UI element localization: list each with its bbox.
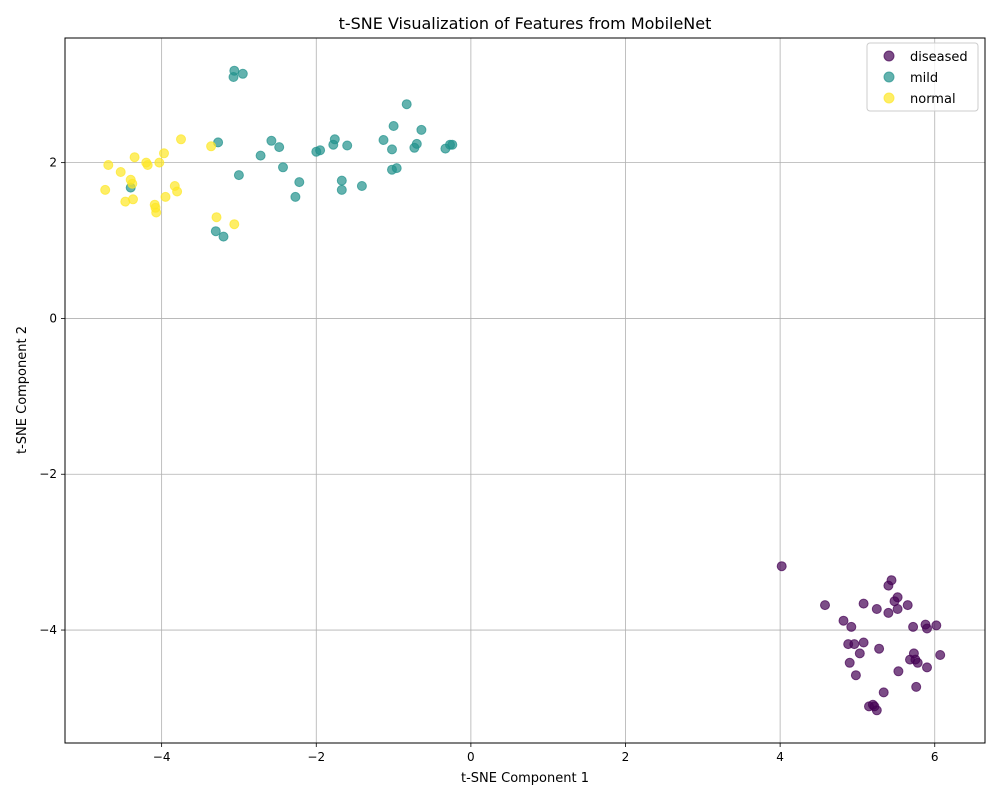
data-point-diseased <box>886 575 897 586</box>
data-point-normal <box>172 186 183 197</box>
data-point-mild <box>255 150 266 161</box>
data-point-diseased <box>820 600 830 611</box>
x-tick-label: 0 <box>467 750 475 764</box>
data-point-diseased <box>911 681 922 692</box>
data-point-diseased <box>776 561 787 572</box>
data-point-mild <box>278 162 288 173</box>
data-point-mild <box>447 139 458 150</box>
data-point-diseased <box>892 604 903 614</box>
legend-label-mild: mild <box>910 71 938 86</box>
axis-ticks: −4 −2 0 2 4 6 2 0 −2 −4 <box>39 156 938 764</box>
data-point-mild <box>233 170 244 181</box>
data-point-mild <box>315 145 326 156</box>
data-point-normal <box>211 212 222 223</box>
x-tick-label: 4 <box>776 750 784 764</box>
y-tick-label: −2 <box>39 467 57 481</box>
data-point-diseased <box>922 662 932 673</box>
data-point-normal <box>176 134 186 145</box>
data-point-mild <box>294 177 305 188</box>
data-point-normal <box>128 194 138 205</box>
y-axis-label: t-SNE Component 2 <box>15 326 30 454</box>
data-point-mild <box>356 181 367 191</box>
data-point-diseased <box>844 657 855 668</box>
data-point-normal <box>115 167 126 177</box>
data-point-diseased <box>922 623 932 634</box>
data-point-normal <box>159 148 169 159</box>
legend-box <box>866 42 979 112</box>
data-point-mild <box>336 184 347 195</box>
data-point-normal <box>129 152 140 163</box>
x-tick-label: 6 <box>931 750 939 764</box>
legend: diseased mild normal <box>866 42 979 112</box>
data-point-diseased <box>846 621 857 632</box>
data-point-diseased <box>931 620 942 631</box>
data-point-diseased <box>858 637 869 648</box>
data-points <box>100 65 946 716</box>
data-point-mild <box>387 144 397 155</box>
data-point-normal <box>142 160 153 170</box>
data-point-diseased <box>893 666 904 677</box>
data-point-mild <box>218 231 229 242</box>
data-point-normal <box>151 207 162 218</box>
data-point-normal <box>100 184 111 195</box>
data-point-diseased <box>902 600 913 611</box>
data-point-normal <box>229 219 240 230</box>
data-point-normal <box>160 191 171 202</box>
data-point-diseased <box>892 592 903 603</box>
x-tick-label: 2 <box>622 750 630 764</box>
data-point-diseased <box>878 687 889 698</box>
grid-lines <box>65 38 985 743</box>
data-point-mild <box>401 99 412 110</box>
data-point-diseased <box>912 657 923 668</box>
data-point-diseased <box>849 639 860 650</box>
data-point-diseased <box>838 615 849 626</box>
legend-label-diseased: diseased <box>910 50 968 65</box>
data-point-diseased <box>850 670 861 681</box>
y-tick-label: 2 <box>49 156 57 170</box>
data-point-mild <box>237 68 248 79</box>
data-point-mild <box>266 135 277 146</box>
data-point-diseased <box>871 705 882 716</box>
data-point-mild <box>378 135 389 145</box>
x-tick-label: −2 <box>307 750 325 764</box>
data-point-normal <box>206 141 217 152</box>
data-point-mild <box>290 191 301 202</box>
data-point-mild <box>342 140 353 151</box>
data-point-mild <box>336 175 347 186</box>
legend-label-normal: normal <box>910 92 956 107</box>
data-point-diseased <box>871 604 882 614</box>
plot-frame <box>64 37 986 744</box>
data-point-mild <box>416 124 427 135</box>
data-point-mild <box>329 134 340 145</box>
data-point-diseased <box>854 648 865 659</box>
data-point-mild <box>228 72 239 82</box>
x-axis-label: t-SNE Component 1 <box>461 771 589 786</box>
data-point-normal <box>154 157 165 168</box>
data-point-mild <box>391 163 402 174</box>
data-point-mild <box>210 226 221 237</box>
y-tick-label: 0 <box>49 311 57 325</box>
data-point-diseased <box>935 650 946 660</box>
data-point-normal <box>127 178 138 189</box>
legend-marker-mild <box>883 71 895 83</box>
data-point-diseased <box>908 621 919 632</box>
data-point-mild <box>388 121 399 131</box>
data-point-diseased <box>874 643 885 654</box>
legend-marker-normal <box>883 92 895 104</box>
x-tick-label: −4 <box>153 750 171 764</box>
data-point-mild <box>274 142 285 153</box>
data-point-mild <box>411 138 422 149</box>
data-point-diseased <box>883 607 894 618</box>
chart-title: t-SNE Visualization of Features from Mob… <box>339 14 712 33</box>
y-tick-label: −4 <box>39 623 57 637</box>
data-point-normal <box>103 160 114 170</box>
legend-marker-diseased <box>883 50 895 62</box>
data-point-diseased <box>858 598 869 609</box>
